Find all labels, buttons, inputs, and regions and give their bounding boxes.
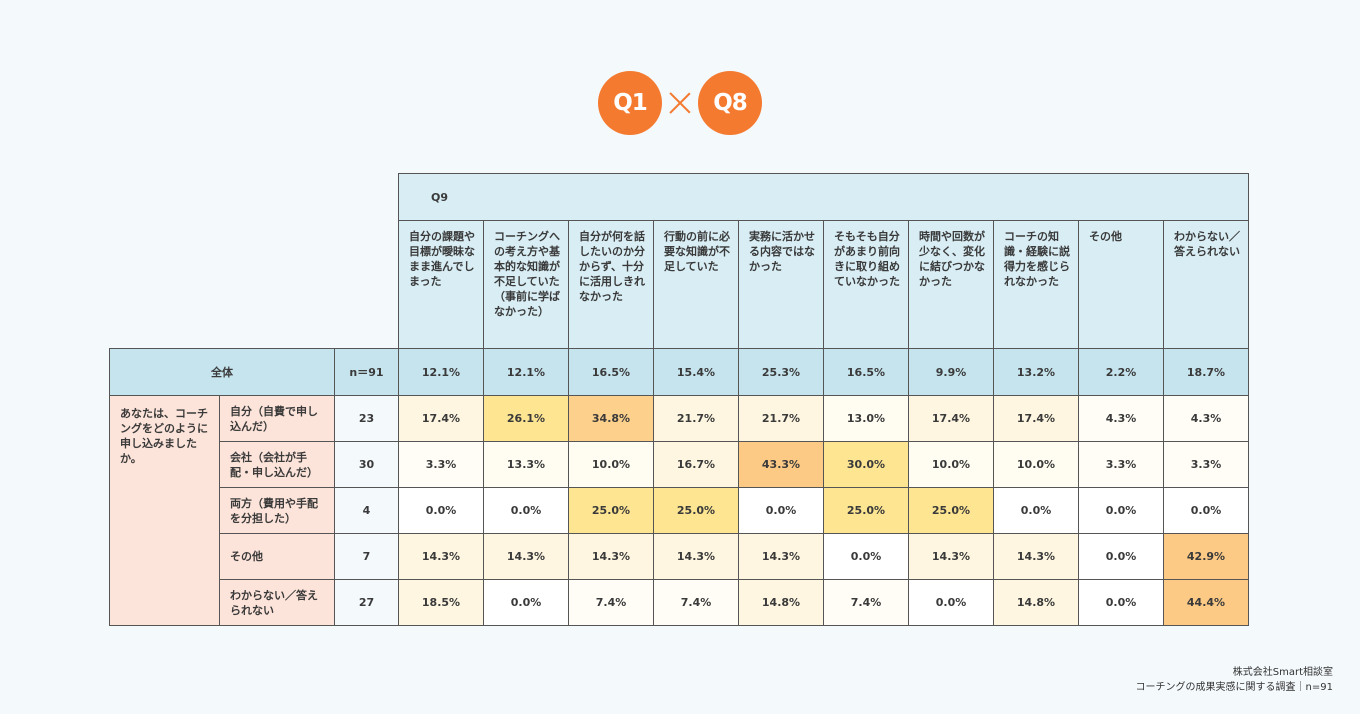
- value-cell: 42.9%: [1163, 533, 1249, 580]
- value-cell: 17.4%: [908, 395, 994, 442]
- table-row: 会社（会社が手配・申し込んだ） 30 3.3% 13.3% 10.0% 16.7% 43.3…: [110, 441, 1249, 488]
- total-value: 2.2%: [1078, 348, 1164, 396]
- total-value: 9.9%: [908, 348, 994, 396]
- value-cell: 10.0%: [993, 441, 1079, 488]
- value-cell: 0.0%: [1078, 533, 1164, 580]
- value-cell: 7.4%: [823, 579, 909, 626]
- row-label: わからない／答えられない: [219, 579, 335, 626]
- column-header: その他: [1078, 220, 1164, 349]
- table-row: 両方（費用や手配を分担した） 4 0.0% 0.0% 25.0% 25.0% 0.0% 25.…: [110, 487, 1249, 534]
- value-cell: 0.0%: [483, 487, 569, 534]
- row-n: 23: [334, 395, 399, 442]
- value-cell: 21.7%: [738, 395, 824, 442]
- value-cell: 13.3%: [483, 441, 569, 488]
- column-header: コーチの知識・経験に説得力を感じられなかった: [993, 220, 1079, 349]
- value-cell: 44.4%: [1163, 579, 1249, 626]
- value-cell: 14.3%: [483, 533, 569, 580]
- value-cell: 14.3%: [993, 533, 1079, 580]
- table-row: その他 7 14.3% 14.3% 14.3% 14.3% 14.3% 0.0% 14.3% 14…: [110, 533, 1249, 580]
- cross-tab-table: Q9 自分の課題や目標が曖昧なまま進んでしまった コーチングへの考え方や基本的な知…: [109, 173, 1249, 626]
- total-value: 25.3%: [738, 348, 824, 396]
- value-cell: 0.0%: [483, 579, 569, 626]
- column-header: わからない／答えられない: [1163, 220, 1249, 349]
- table-row: あなたは、コーチングをどのように申し込みましたか。 自分（自費で申し込んだ） 23 1…: [109, 395, 1249, 626]
- value-cell: 30.0%: [823, 441, 909, 488]
- column-header: 時間や回数が少なく、変化に結びつかなかった: [908, 220, 994, 349]
- column-header: 実務に活かせる内容ではなかった: [738, 220, 824, 349]
- row-n: 27: [334, 579, 399, 626]
- total-value: 16.5%: [568, 348, 654, 396]
- value-cell: 14.3%: [738, 533, 824, 580]
- value-cell: 14.8%: [738, 579, 824, 626]
- q1-badge: Q1: [598, 71, 662, 135]
- value-cell: 3.3%: [398, 441, 484, 488]
- row-label: 自分（自費で申し込んだ）: [219, 395, 335, 442]
- row-group-label: あなたは、コーチングをどのように申し込みましたか。: [109, 395, 220, 626]
- row-n: 7: [334, 533, 399, 580]
- value-cell: 21.7%: [653, 395, 739, 442]
- value-cell: 14.3%: [398, 533, 484, 580]
- row-n: 30: [334, 441, 399, 488]
- value-cell: 0.0%: [1078, 579, 1164, 626]
- value-cell: 0.0%: [823, 533, 909, 580]
- value-cell: 0.0%: [1078, 487, 1164, 534]
- value-cell: 14.3%: [568, 533, 654, 580]
- header: Q1 Q8: [0, 71, 1360, 135]
- value-cell: 0.0%: [1163, 487, 1249, 534]
- value-cell: 25.0%: [823, 487, 909, 534]
- total-value: 12.1%: [483, 348, 569, 396]
- value-cell: 0.0%: [993, 487, 1079, 534]
- total-n: n＝91: [334, 348, 399, 396]
- value-cell: 17.4%: [993, 395, 1079, 442]
- total-value: 16.5%: [823, 348, 909, 396]
- column-header: 自分の課題や目標が曖昧なまま進んでしまった: [398, 220, 484, 349]
- corner-blank: [110, 174, 399, 349]
- value-cell: 25.0%: [653, 487, 739, 534]
- row-label: 会社（会社が手配・申し込んだ）: [219, 441, 335, 488]
- total-label: 全体: [109, 348, 335, 396]
- column-header: コーチングへの考え方や基本的な知識が不足していた（事前に学ばなかった）: [483, 220, 569, 349]
- total-value: 18.7%: [1163, 348, 1249, 396]
- footer-company: 株式会社Smart相談室: [1232, 667, 1333, 678]
- footer-survey: コーチングの成果実感に関する調査｜n=91: [1135, 682, 1333, 693]
- value-cell: 13.0%: [823, 395, 909, 442]
- value-cell: 14.3%: [908, 533, 994, 580]
- total-value: 13.2%: [993, 348, 1079, 396]
- column-header: 行動の前に必要な知識が不足していた: [653, 220, 739, 349]
- value-cell: 7.4%: [568, 579, 654, 626]
- total-row: 全体 n＝91 12.1% 12.1% 16.5% 15.4% 25.3% 16.5% 9.9%…: [109, 348, 1249, 396]
- table-row: わからない／答えられない 27 18.5% 0.0% 7.4% 7.4% 14.8% 7.4%…: [110, 579, 1249, 626]
- value-cell: 25.0%: [908, 487, 994, 534]
- value-cell: 10.0%: [908, 441, 994, 488]
- value-cell: 26.1%: [483, 395, 569, 442]
- footer: 株式会社Smart相談室 コーチングの成果実感に関する調査｜n=91: [1136, 665, 1333, 695]
- value-cell: 17.4%: [398, 395, 484, 442]
- q9-header: Q9: [398, 173, 1249, 221]
- row-label: 両方（費用や手配を分担した）: [219, 487, 335, 534]
- value-cell: 0.0%: [738, 487, 824, 534]
- value-cell: 3.3%: [1163, 441, 1249, 488]
- column-header: 自分が何を話したいのか分からず、十分に活用しきれなかった: [568, 220, 654, 349]
- value-cell: 16.7%: [653, 441, 739, 488]
- total-value: 15.4%: [653, 348, 739, 396]
- value-cell: 4.3%: [1078, 395, 1164, 442]
- value-cell: 0.0%: [398, 487, 484, 534]
- row-label: その他: [219, 533, 335, 580]
- value-cell: 14.3%: [653, 533, 739, 580]
- q8-badge: Q8: [698, 71, 762, 135]
- value-cell: 34.8%: [568, 395, 654, 442]
- value-cell: 18.5%: [398, 579, 484, 626]
- value-cell: 10.0%: [568, 441, 654, 488]
- value-cell: 25.0%: [568, 487, 654, 534]
- total-value: 12.1%: [398, 348, 484, 396]
- value-cell: 0.0%: [908, 579, 994, 626]
- value-cell: 7.4%: [653, 579, 739, 626]
- value-cell: 4.3%: [1163, 395, 1249, 442]
- row-n: 4: [334, 487, 399, 534]
- value-cell: 14.8%: [993, 579, 1079, 626]
- value-cell: 3.3%: [1078, 441, 1164, 488]
- value-cell: 43.3%: [738, 441, 824, 488]
- times-icon: [668, 88, 692, 118]
- column-header: そもそも自分があまり前向きに取り組めていなかった: [823, 220, 909, 349]
